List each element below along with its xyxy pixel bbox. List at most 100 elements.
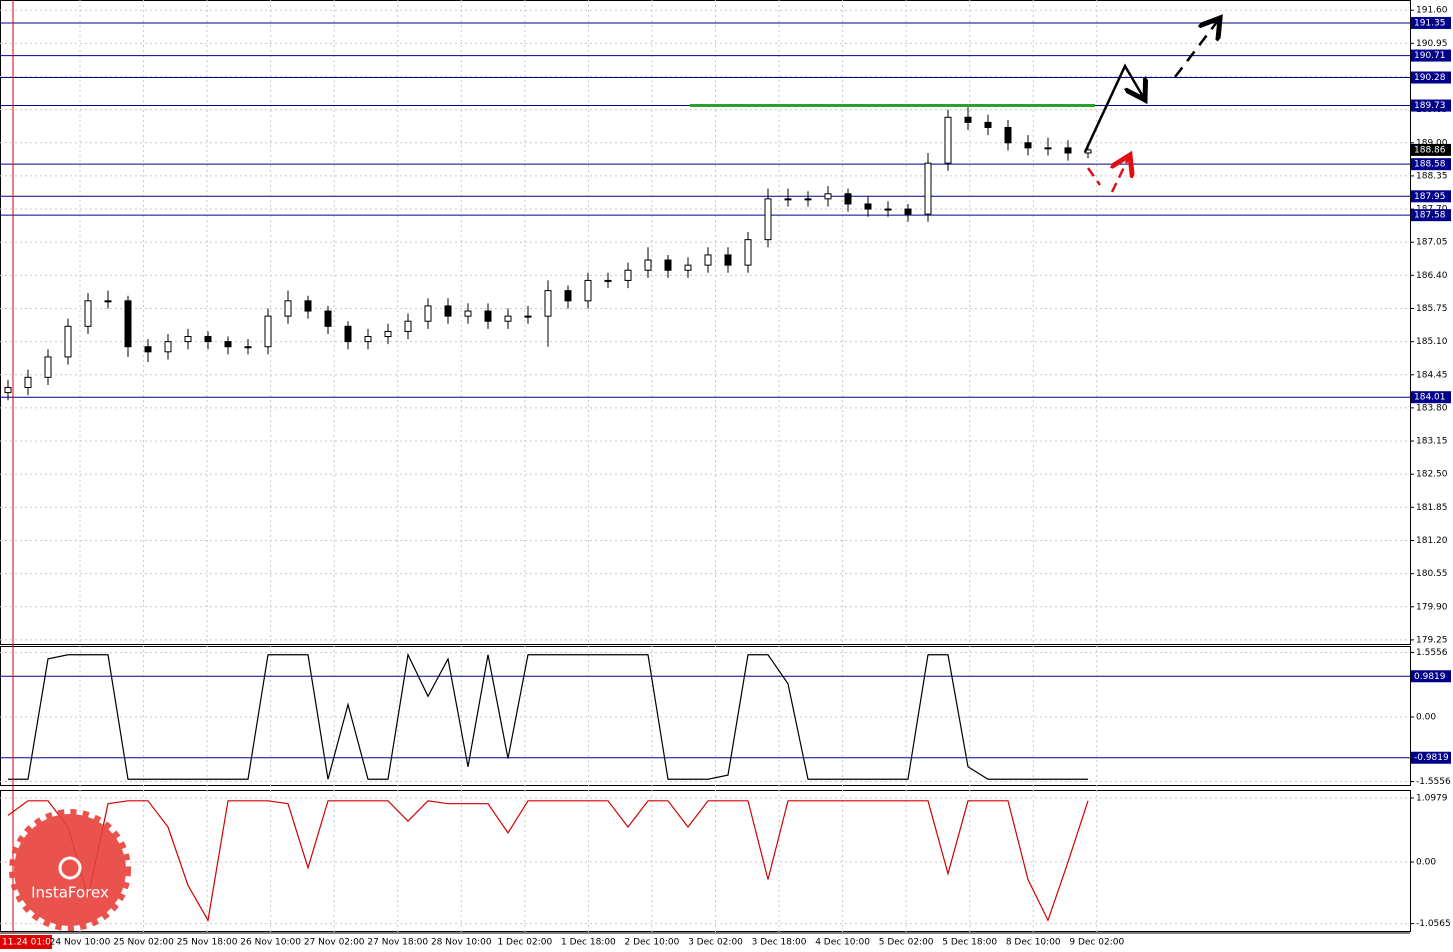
y-tick-label: 184.45 (1416, 370, 1448, 380)
candle-body (644, 259, 652, 271)
candle-body (664, 259, 672, 271)
y-tick-label: 179.90 (1416, 602, 1448, 612)
candle-body (624, 269, 632, 281)
level-label-box (1411, 158, 1451, 171)
y-tick-label: 191.60 (1416, 6, 1448, 16)
candle-body (884, 208, 892, 211)
candle-body (524, 315, 532, 318)
y-tick-label: 179.25 (1416, 635, 1448, 645)
x-tick-label: 24 Nov 10:00 (50, 938, 111, 948)
alt-arrow (1112, 155, 1130, 193)
x-tick-label: 25 Nov 02:00 (113, 938, 174, 948)
candle-body (444, 305, 452, 317)
level-label: 184.01 (1414, 393, 1446, 403)
watermark-icon (58, 856, 82, 880)
y-tick-label: 185.75 (1416, 304, 1448, 314)
candle-body (44, 356, 52, 378)
candle-body (764, 198, 772, 241)
candle-body (984, 121, 992, 128)
current-price-label: 188.86 (1414, 145, 1446, 155)
level-label: -0.9819 (1414, 753, 1449, 763)
candle-body (424, 305, 432, 322)
x-tick-label: 1 Dec 18:00 (561, 938, 616, 948)
alt-arrow (1086, 167, 1102, 186)
candle-body (964, 116, 972, 123)
cursor-label-box (0, 935, 52, 949)
x-tick-label: 2 Dec 10:00 (625, 938, 680, 948)
x-tick-label: 3 Dec 02:00 (688, 938, 743, 948)
x-tick-label: 3 Dec 18:00 (752, 938, 807, 948)
current-price-box (1411, 143, 1451, 156)
x-tick-label: 1 Dec 02:00 (497, 938, 552, 948)
y-tick-label: 183.80 (1416, 403, 1448, 413)
candle-body (804, 198, 812, 201)
candle-body (744, 239, 752, 266)
x-tick-label: 25 Nov 18:00 (177, 938, 238, 948)
level-label: 191.35 (1414, 18, 1446, 28)
y-tick-label: 0.00 (1416, 712, 1436, 722)
candle-body (1044, 147, 1052, 150)
candle-body (1004, 126, 1012, 144)
forecast-arrow-dashed (1174, 18, 1220, 78)
candle-body (864, 203, 872, 210)
y-tick-label: 185.10 (1416, 337, 1448, 347)
y-tick-label: 186.40 (1416, 271, 1448, 281)
candle-body (224, 341, 232, 348)
level-label: 190.28 (1414, 73, 1446, 83)
candle-body (164, 341, 172, 353)
candle-body (544, 290, 552, 317)
candle-body (724, 254, 732, 266)
watermark-badge (9, 809, 131, 931)
candle-body (84, 300, 92, 327)
level-label-box (1411, 16, 1451, 29)
level-label-box (1411, 670, 1451, 683)
annotations (1083, 18, 1220, 193)
level-label: 189.73 (1414, 101, 1446, 111)
candle-body (344, 325, 352, 343)
y-tick-label: 0.00 (1416, 858, 1436, 868)
candle-body (324, 310, 332, 327)
candle-body (684, 264, 692, 271)
y-tick-label: -1.0565 (1416, 919, 1451, 929)
candle-body (264, 315, 272, 348)
y-tick-label: 182.50 (1416, 470, 1448, 480)
plot (0, 22, 1410, 923)
forecast-arrow (1083, 63, 1145, 153)
level-label-box (1411, 391, 1451, 404)
y-tick-label: 183.15 (1416, 437, 1448, 447)
y-tick-label: 190.95 (1416, 39, 1448, 49)
level-label-box (1411, 751, 1451, 764)
y-tick-label: -1.5556 (1416, 777, 1451, 787)
x-tick-label: 26 Nov 10:00 (240, 938, 301, 948)
level-label: 190.71 (1414, 51, 1446, 61)
x-tick-label: 8 Dec 10:00 (1006, 938, 1061, 948)
candle-body (484, 310, 492, 322)
candle-body (944, 116, 952, 164)
level-label: 0.9819 (1414, 672, 1446, 682)
candle-body (704, 254, 712, 266)
y-tick-label: 1.0979 (1416, 793, 1448, 803)
indicator-line (8, 652, 1088, 780)
candle-body (464, 310, 472, 317)
panel-frame (0, 790, 1411, 932)
level-label-box (1411, 71, 1451, 84)
candle-body (924, 162, 932, 215)
x-tick-label: 4 Dec 10:00 (815, 938, 870, 948)
candle-body (4, 387, 12, 394)
level-label-box (1411, 209, 1451, 222)
x-tick-label: 9 Dec 02:00 (1069, 938, 1124, 948)
candle-body (504, 315, 512, 322)
candle-body (784, 198, 792, 201)
watermark-text: InstaForex (31, 884, 109, 902)
candle-body (384, 330, 392, 338)
level-label: 188.58 (1414, 160, 1446, 170)
panel-frame (0, 0, 1411, 645)
y-tick-label: 187.05 (1416, 238, 1448, 248)
x-tick-label: 28 Nov 10:00 (431, 938, 492, 948)
candle-body (24, 376, 32, 389)
level-label: 187.95 (1414, 192, 1446, 202)
level-label: 187.58 (1414, 211, 1446, 221)
candle-body (844, 193, 852, 205)
